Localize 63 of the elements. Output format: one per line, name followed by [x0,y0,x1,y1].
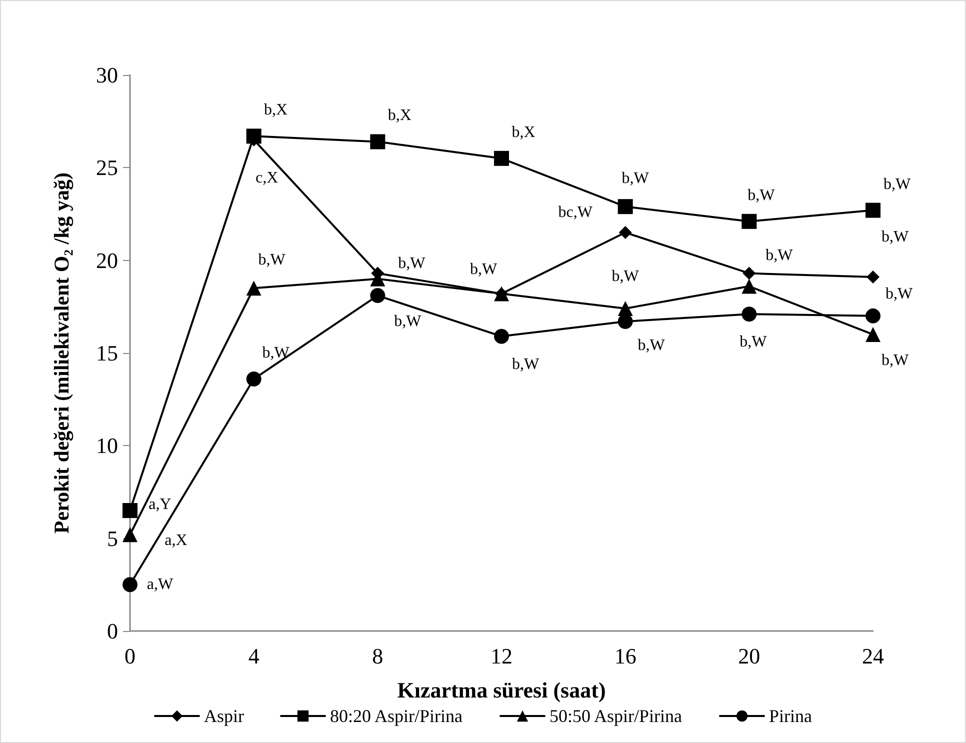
y-axis-title: Perokit değeri (miliekivalent O₂ /kg yağ) [50,172,74,534]
x-tick-label: 12 [490,644,512,668]
legend-label: 80:20 Aspir/Pirina [330,706,463,726]
data-label: b,W [258,252,286,269]
point [494,328,509,344]
point [742,306,757,322]
x-tick-label: 16 [614,644,636,668]
legend-label: Pirina [769,706,812,726]
point [370,134,386,150]
point [866,202,880,218]
x-tick-label: 8 [372,644,384,668]
y-tick-label: 30 [96,62,118,88]
legend-label: 50:50 Aspir/Pirina [550,706,682,726]
data-label: c,X [256,169,279,186]
data-label: b,W [512,356,540,373]
data-label: bc,W [558,204,594,222]
y-tick-label: 25 [96,155,118,180]
data-label: b,W [470,261,498,278]
point [618,199,633,214]
point [866,326,880,342]
point [122,503,138,518]
point [742,266,756,280]
data-label: a,Y [148,496,172,514]
data-label: b,W [394,313,422,330]
y-tick-label: 20 [96,248,118,273]
x-tick-label: 24 [862,644,884,668]
y-tick-label: 10 [96,433,118,458]
data-label: b,W [638,336,666,354]
y-tick-label: 5 [107,526,118,551]
point [742,278,757,294]
point [866,270,880,284]
legend-label: Aspir [204,706,244,726]
data-label: a,X [164,532,188,550]
data-label: b,W [883,176,912,193]
data-label: b,W [766,246,794,264]
data-label: b,W [885,285,914,302]
data-label: b,W [881,228,910,246]
data-label: b,W [881,352,910,369]
point [370,288,386,304]
data-label: b,W [612,268,640,286]
data-label: b,W [398,254,426,272]
point [246,280,262,296]
data-label: b,X [264,102,288,119]
point [122,577,138,592]
data-label: b,X [388,107,412,124]
data-label: b,W [748,186,776,204]
point [742,214,757,229]
x-tick-label: 20 [738,644,760,668]
data-label: b,W [622,170,650,188]
data-label: a,W [146,576,174,594]
x-axis-title: Kızartma süresi (saat) [397,678,606,702]
data-label: b,X [512,124,536,141]
data-label: b,W [740,334,768,351]
y-tick-label: 0 [107,618,118,644]
x-tick-label: 0 [124,644,136,668]
x-tick-label: 4 [248,644,260,668]
point [494,150,509,166]
point [122,527,138,542]
point [246,371,262,386]
point [866,308,880,324]
point [618,226,632,240]
y-tick-label: 15 [96,340,118,366]
data-label: b,W [262,344,290,362]
